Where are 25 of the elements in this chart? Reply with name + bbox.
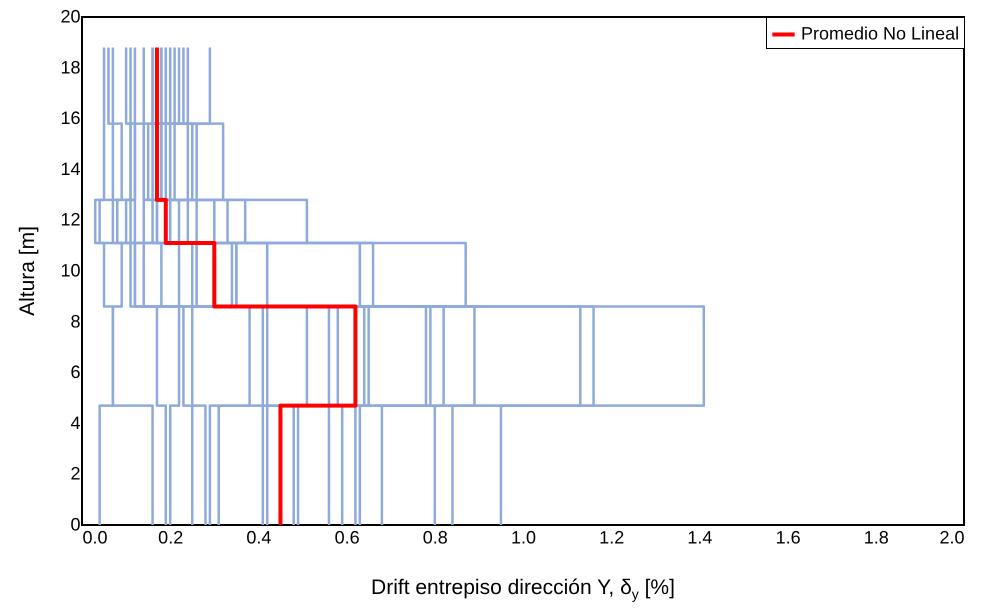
x-tick-label: 1.2 xyxy=(599,528,624,548)
y-tick-label: 20 xyxy=(60,6,80,26)
x-tick-label: 1.4 xyxy=(687,528,712,548)
x-tick-label: 0.2 xyxy=(158,528,184,548)
x-tick-label: 0.8 xyxy=(422,528,448,548)
x-tick-label: 0.6 xyxy=(334,528,360,548)
x-tick-label: 2.0 xyxy=(939,528,964,548)
y-tick-label: 12 xyxy=(60,210,80,230)
y-tick-label: 0 xyxy=(70,514,80,534)
x-tick-label: 0.0 xyxy=(82,528,108,548)
y-tick-label: 18 xyxy=(60,57,80,78)
y-axis-title: Altura [m] xyxy=(16,226,40,316)
legend-label: Promedio No Lineal xyxy=(801,24,960,44)
y-tick-label: 2 xyxy=(70,464,80,484)
y-tick-label: 16 xyxy=(60,108,80,128)
x-tick-label: 0.4 xyxy=(246,528,272,548)
y-tick-label: 4 xyxy=(70,412,80,433)
y-tick-label: 8 xyxy=(70,311,80,332)
x-tick-label: 1.0 xyxy=(510,528,536,548)
x-tick-label: 1.6 xyxy=(776,528,801,548)
x-tick-label: 1.8 xyxy=(864,528,889,548)
y-tick-label: 6 xyxy=(70,362,80,382)
y-tick-label: 10 xyxy=(60,260,80,280)
y-tick-label: 14 xyxy=(60,158,80,179)
x-axis-title: Drift entrepiso dirección Y, δ$_{y}$ [%] xyxy=(370,576,676,602)
